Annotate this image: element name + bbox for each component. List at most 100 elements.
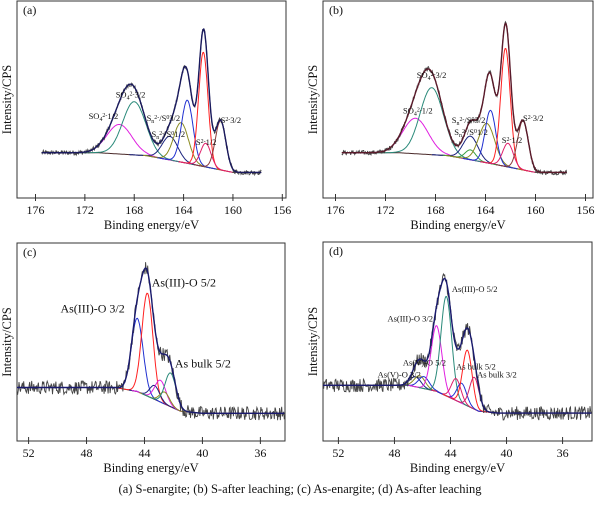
- x-tick-label: 36: [254, 446, 266, 460]
- x-tick-label: 48: [81, 446, 93, 460]
- fit-component: [462, 109, 518, 170]
- annotation-part: 0: [472, 117, 475, 123]
- annotation-part: S: [221, 115, 226, 125]
- annotation-part: n: [459, 133, 462, 139]
- plot-frame: [16, 0, 287, 199]
- annotation-part: As(III)-O 5/2: [152, 276, 216, 290]
- annotation-part: /S: [164, 129, 171, 139]
- x-axis-label: Binding energy/eV: [103, 461, 198, 475]
- annotation-part: SO: [403, 105, 414, 115]
- panel-label: (b): [329, 3, 343, 17]
- plot-frame: [322, 241, 593, 442]
- annotation-part: S: [452, 115, 457, 125]
- peak-annotation: As bulk 3/2: [477, 369, 517, 379]
- annotation-part: 2-: [225, 117, 230, 123]
- annotation-part: 2-: [431, 71, 436, 77]
- x-tick-label: 52: [23, 446, 35, 460]
- peak-annotation: SO42-1/2: [89, 111, 119, 123]
- figure-caption: (a) S-enargite; (b) S-after leaching; (c…: [118, 482, 482, 496]
- peak-annotation: S2-1/2: [196, 137, 217, 147]
- y-axis-label: Intensity/CPS: [306, 307, 320, 377]
- x-tick-label: 48: [388, 446, 400, 460]
- fit-component: [157, 99, 217, 170]
- x-tick-label: 40: [196, 446, 208, 460]
- annotation-part: 3/2: [533, 113, 544, 123]
- annotation-part: 1/2: [174, 129, 185, 139]
- annotation-part: As(III)-O 3/2: [387, 314, 433, 324]
- panel-d: (d) 52 48 44 40 36 Binding energy/eV Intensity/…: [306, 241, 593, 475]
- annotation-part: S: [454, 127, 459, 137]
- annotation-part: 1/2: [511, 135, 522, 145]
- fitted-envelope: [41, 28, 262, 174]
- peak-annotation: Sn2-/S03/2: [452, 115, 486, 127]
- peak-annotation: S2-1/2: [502, 135, 523, 145]
- annotation-part: /S: [159, 113, 166, 123]
- annotation-part: As(V)-O 5/2: [403, 357, 446, 367]
- plot-frame: [322, 0, 594, 199]
- annotation-part: 2-: [154, 115, 159, 121]
- fit-component: [193, 120, 248, 173]
- annotation-part: As bulk 5/2: [175, 357, 231, 371]
- annotation-part: 0: [171, 131, 174, 137]
- fitted-envelope: [341, 22, 567, 174]
- annotation-part: 0: [474, 129, 477, 135]
- peak-annotation: As(V)-O 5/2: [403, 357, 446, 367]
- annotation-part: n: [151, 119, 154, 125]
- annotation-part: /S: [467, 127, 474, 137]
- x-tick-label: 52: [332, 446, 344, 460]
- annotation-part: SO: [89, 111, 100, 121]
- plot-frame: [16, 242, 286, 442]
- y-axis-label: Intensity/CPS: [0, 307, 14, 377]
- annotation-part: 2-: [417, 107, 422, 113]
- x-tick-label: 160: [224, 203, 242, 217]
- x-axis-label: Binding energy/eV: [410, 218, 505, 232]
- peak-annotation: SO42-1/2: [403, 105, 433, 117]
- x-tick-label: 168: [125, 203, 143, 217]
- annotation-part: SO: [116, 90, 127, 100]
- annotation-part: S: [152, 129, 157, 139]
- annotation-part: 3/2: [436, 70, 447, 80]
- annotation-part: n: [156, 135, 159, 141]
- annotation-part: 2-: [462, 129, 467, 135]
- x-tick-label: 176: [27, 203, 45, 217]
- peak-annotation: As bulk 5/2: [175, 357, 231, 371]
- annotation-part: 2-: [201, 138, 206, 144]
- fit-component: [480, 142, 536, 173]
- peak-annotation: Sn2-/S01/2: [454, 127, 488, 139]
- peak-annotation: As(III)-O 5/2: [452, 284, 498, 294]
- panel-label: (c): [23, 245, 36, 259]
- fit-component: [495, 120, 550, 173]
- x-tick-label: 156: [577, 203, 595, 217]
- x-tick-label: 164: [175, 203, 193, 217]
- annotation-part: 4: [414, 111, 417, 117]
- fitted-envelope: [17, 267, 285, 414]
- annotation-part: As bulk 5/2: [456, 361, 496, 371]
- x-axis-label: Binding energy/eV: [410, 461, 505, 475]
- y-axis-label: Intensity/CPS: [0, 65, 14, 135]
- x-tick-label: 44: [138, 446, 150, 460]
- annotation-part: S: [502, 135, 507, 145]
- x-tick-label: 160: [527, 203, 545, 217]
- x-tick-label: 172: [76, 203, 94, 217]
- x-tick-label: 36: [557, 446, 569, 460]
- annotation-part: As(III)-O 3/2: [60, 301, 124, 315]
- y-axis-label: Intensity/CPS: [306, 65, 320, 135]
- panel-a: (a) 176 172 168 164 160 156 Binding energy/eV In…: [0, 0, 291, 232]
- x-tick-label: 168: [427, 203, 445, 217]
- xps-figure: (a) 176 172 168 164 160 156 Binding energy/eV In…: [0, 0, 595, 475]
- fit-component: [480, 47, 531, 172]
- annotation-part: 3/2: [230, 115, 241, 125]
- panel-c: (c) 52 48 44 40 36 Binding energy/eV Intensity/…: [0, 242, 286, 475]
- peak-annotation: SO42-3/2: [116, 90, 146, 102]
- annotation-part: 1/2: [477, 127, 488, 137]
- peak-annotation: Sn2-/S01/2: [152, 129, 186, 141]
- x-tick-label: 164: [477, 203, 495, 217]
- peak-annotation: S2-3/2: [221, 115, 242, 125]
- x-axis-label: Binding energy/eV: [104, 218, 199, 232]
- fit-component: [74, 101, 194, 165]
- annotation-part: S: [523, 113, 528, 123]
- fitted-envelope: [323, 277, 592, 414]
- annotation-part: 4: [99, 117, 102, 123]
- annotation-part: 2-: [130, 91, 135, 97]
- annotation-part: 3/2: [169, 113, 180, 123]
